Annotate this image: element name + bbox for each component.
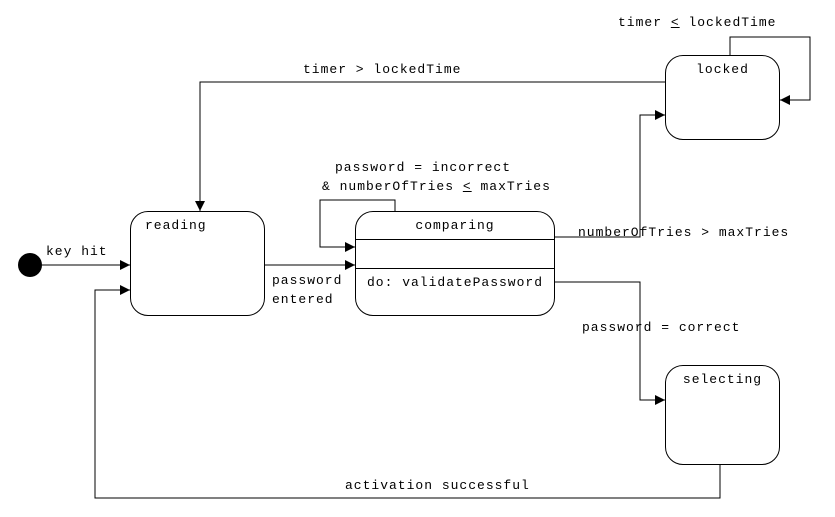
leq-icon: <: [463, 179, 472, 194]
state-locked-label: locked: [666, 56, 779, 83]
arrowhead: [345, 260, 355, 270]
state-selecting: selecting: [665, 365, 780, 465]
initial-state: [18, 253, 42, 277]
label-incorrect-retry-2: & numberOfTries < maxTries: [322, 179, 551, 194]
state-reading-label: reading: [131, 212, 264, 239]
state-comparing-activity: do: validatePassword: [356, 268, 554, 296]
label-incorrect-retry-2-suffix: maxTries: [480, 179, 550, 194]
state-selecting-label: selecting: [666, 366, 779, 393]
arrowhead: [345, 242, 355, 252]
leq-icon: <: [671, 15, 680, 30]
label-password-correct: password = correct: [582, 320, 740, 335]
label-incorrect-retry-2-prefix: & numberOfTries: [322, 179, 454, 194]
state-comparing-label: comparing: [356, 212, 554, 239]
label-key-hit: key hit: [46, 244, 108, 259]
label-locked-self: timer < lockedTime: [618, 15, 776, 30]
label-password-entered-2: entered: [272, 292, 334, 307]
arrowhead: [655, 395, 665, 405]
label-password-entered-1: password: [272, 273, 342, 288]
state-comparing: comparing do: validatePassword: [355, 211, 555, 316]
state-locked: locked: [665, 55, 780, 140]
arrowhead: [120, 285, 130, 295]
state-comparing-band: [356, 239, 554, 268]
label-locked-self-prefix: timer: [618, 15, 662, 30]
label-incorrect-retry-1: password = incorrect: [335, 160, 511, 175]
edge-password-correct: [555, 282, 665, 400]
label-to-locked: numberOfTries > maxTries: [578, 225, 789, 240]
arrowhead: [780, 95, 790, 105]
arrowhead: [195, 201, 205, 211]
state-diagram: { "type": "state-diagram", "background_c…: [0, 0, 835, 517]
label-locked-self-suffix: lockedTime: [688, 15, 776, 30]
arrowhead: [120, 260, 130, 270]
edge-to-locked: [555, 115, 665, 237]
state-reading: reading: [130, 211, 265, 316]
label-activation-successful: activation successful: [345, 478, 530, 493]
label-locked-to-reading: timer > lockedTime: [303, 62, 461, 77]
arrowhead: [655, 110, 665, 120]
